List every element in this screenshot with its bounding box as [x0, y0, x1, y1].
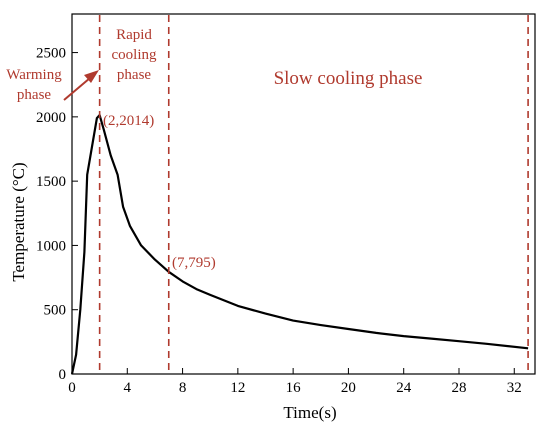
- y-tick-label: 500: [44, 303, 67, 319]
- x-tick-label: 0: [68, 380, 76, 396]
- temperature-curve: [70, 114, 529, 375]
- y-tick-label: 1500: [36, 174, 66, 190]
- axis-ticks: 0 4 8 12 16 20 24 28 32 0 500 1000 1500 2000 2500: [36, 46, 522, 396]
- x-tick-label: 4: [124, 380, 132, 396]
- temperature-curve-group: [70, 114, 529, 375]
- annotations: Warming phase Rapid cooling phase Slow c…: [3, 27, 422, 271]
- x-tick-label: 28: [451, 380, 466, 396]
- y-axis-label: Temperature (°C): [9, 162, 28, 281]
- x-tick-label: 8: [179, 380, 187, 396]
- y-tick-label: 2000: [36, 110, 66, 126]
- rapid-cooling-phase-label-line-1: Rapid: [116, 27, 152, 43]
- rapid-cooling-phase-label-line-3: phase: [117, 67, 151, 83]
- x-axis-label: Time(s): [283, 403, 336, 422]
- x-tick-label: 24: [396, 380, 412, 396]
- warming-phase-arrow: [63, 77, 91, 101]
- warming-phase-label-line-1: Warming: [6, 67, 62, 83]
- warming-phase-label-background: [3, 62, 65, 104]
- y-tick-label: 1000: [36, 238, 66, 254]
- y-tick-label: 0: [59, 367, 67, 383]
- warming-phase-label-line-2: phase: [17, 87, 51, 103]
- x-tick-label: 20: [341, 380, 356, 396]
- y-tick-label: 2500: [36, 46, 66, 62]
- peak-point-label: (2,2014): [103, 113, 154, 129]
- plot-frame: [71, 13, 536, 375]
- warming-phase-arrowhead: [84, 70, 99, 83]
- transition-point-label: (7,795): [172, 255, 216, 271]
- slow-cooling-phase-label: Slow cooling phase: [274, 68, 423, 89]
- rapid-cooling-phase-label-line-2: cooling: [112, 47, 157, 63]
- x-tick-label: 16: [286, 380, 302, 396]
- x-tick-label: 12: [230, 380, 245, 396]
- x-tick-label: 32: [507, 380, 522, 396]
